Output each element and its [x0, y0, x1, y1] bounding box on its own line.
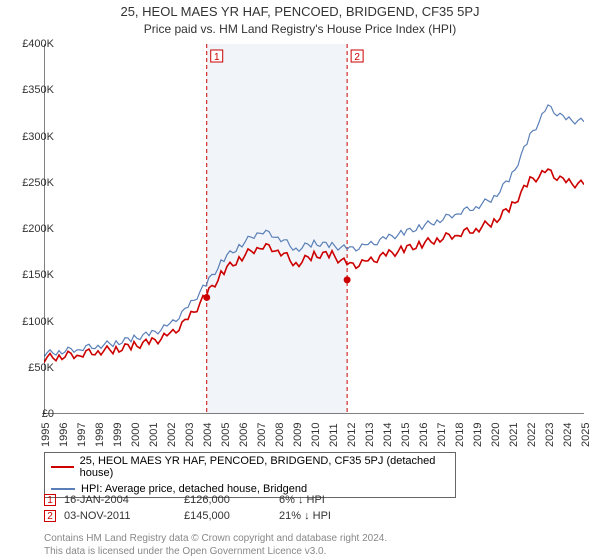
x-axis-label: 2019: [472, 423, 484, 447]
x-axis-label: 2008: [274, 423, 286, 447]
y-axis-label: £150K: [4, 269, 54, 281]
x-axis-label: 2017: [436, 423, 448, 447]
x-axis-label: 2015: [400, 423, 412, 447]
chart-title: 25, HEOL MAES YR HAF, PENCOED, BRIDGEND,…: [0, 4, 600, 19]
sale-marker: 2: [44, 510, 56, 522]
x-axis-label: 2012: [346, 423, 358, 447]
x-axis-label: 2024: [562, 423, 574, 447]
table-row: 2 03-NOV-2011 £145,000 21% ↓ HPI: [44, 510, 367, 522]
legend-item: 25, HEOL MAES YR HAF, PENCOED, BRIDGEND,…: [45, 453, 455, 481]
sale-date: 16-JAN-2004: [64, 494, 184, 506]
x-axis-label: 1996: [58, 423, 70, 447]
y-axis-label: £0: [4, 408, 54, 420]
footnote-line: This data is licensed under the Open Gov…: [44, 545, 387, 558]
x-axis-label: 2005: [220, 423, 232, 447]
sale-date: 03-NOV-2011: [64, 510, 184, 522]
sales-table: 1 16-JAN-2004 £126,000 6% ↓ HPI 2 03-NOV…: [44, 494, 367, 526]
x-axis-label: 2013: [364, 423, 376, 447]
x-axis-label: 2023: [544, 423, 556, 447]
sale-pct-vs-hpi: 6% ↓ HPI: [279, 494, 367, 506]
y-axis-label: £200K: [4, 223, 54, 235]
x-axis-label: 2016: [418, 423, 430, 447]
x-axis-label: 2003: [184, 423, 196, 447]
svg-text:1: 1: [214, 52, 220, 63]
y-axis-label: £100K: [4, 316, 54, 328]
chart-subtitle: Price paid vs. HM Land Registry's House …: [0, 22, 600, 36]
sale-marker: 1: [44, 494, 56, 506]
y-axis-label: £400K: [4, 38, 54, 50]
y-axis-label: £350K: [4, 84, 54, 96]
x-axis-label: 2018: [454, 423, 466, 447]
x-axis-label: 2007: [256, 423, 268, 447]
x-axis-label: 2020: [490, 423, 502, 447]
x-axis-label: 2010: [310, 423, 322, 447]
y-axis-label: £250K: [4, 177, 54, 189]
copyright-footnote: Contains HM Land Registry data © Crown c…: [44, 532, 387, 558]
sale-pct-vs-hpi: 21% ↓ HPI: [279, 510, 367, 522]
y-axis-label: £50K: [4, 362, 54, 374]
x-axis-label: 2022: [526, 423, 538, 447]
x-axis-label: 2009: [292, 423, 304, 447]
x-axis-label: 1998: [94, 423, 106, 447]
x-axis-label: 1999: [112, 423, 124, 447]
sale-price: £145,000: [184, 510, 279, 522]
x-axis-label: 2011: [328, 423, 340, 447]
sale-price: £126,000: [184, 494, 279, 506]
x-axis-label: 2004: [202, 423, 214, 447]
x-axis-label: 2021: [508, 423, 520, 447]
line-chart: 12: [44, 44, 584, 414]
chart-legend: 25, HEOL MAES YR HAF, PENCOED, BRIDGEND,…: [44, 452, 456, 498]
svg-text:2: 2: [354, 52, 360, 63]
x-axis-label: 1997: [76, 423, 88, 447]
x-axis-label: 2000: [130, 423, 142, 447]
x-axis-label: 2006: [238, 423, 250, 447]
table-row: 1 16-JAN-2004 £126,000 6% ↓ HPI: [44, 494, 367, 506]
x-axis-label: 2002: [166, 423, 178, 447]
x-axis-label: 2025: [580, 423, 592, 447]
footnote-line: Contains HM Land Registry data © Crown c…: [44, 532, 387, 545]
y-axis-label: £300K: [4, 131, 54, 143]
x-axis-label: 1995: [40, 423, 52, 447]
x-axis-label: 2014: [382, 423, 394, 447]
legend-label: 25, HEOL MAES YR HAF, PENCOED, BRIDGEND,…: [80, 455, 449, 479]
x-axis-label: 2001: [148, 423, 160, 447]
